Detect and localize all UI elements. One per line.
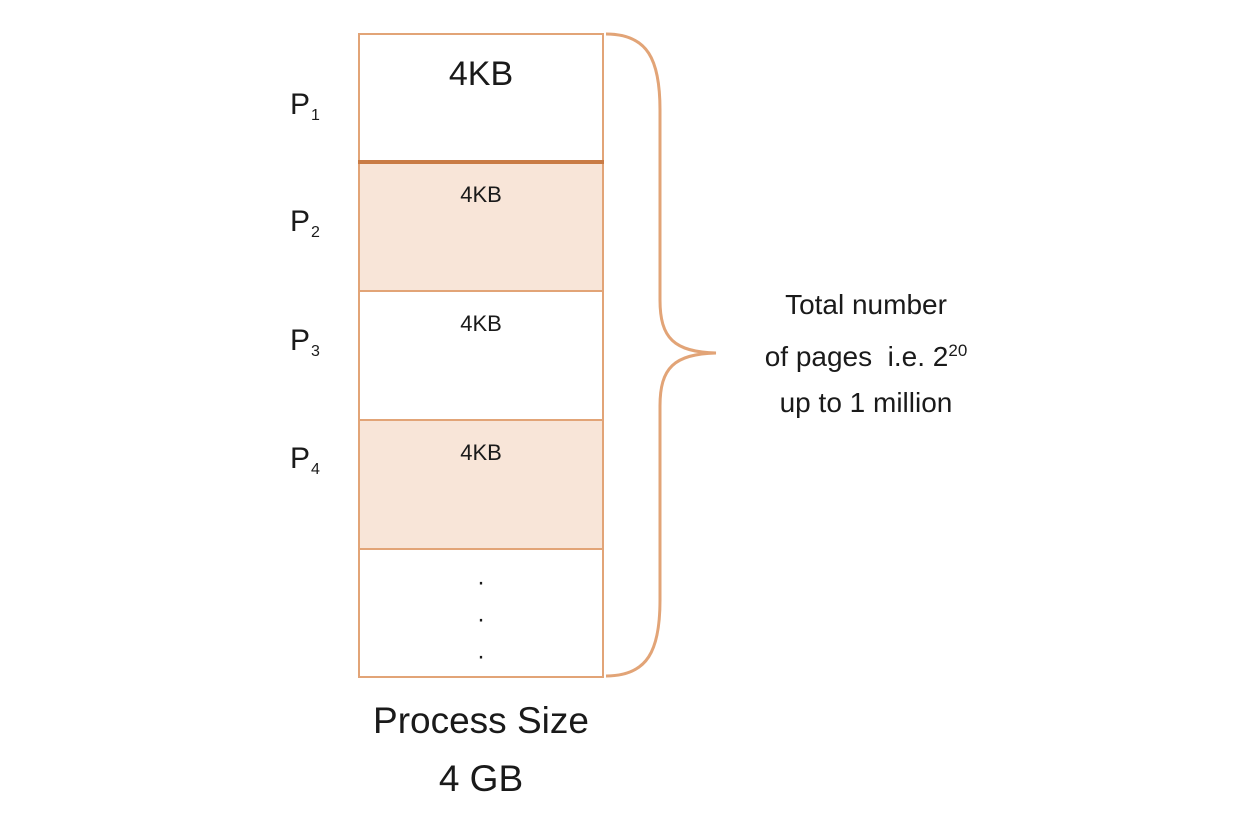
page-label-p4: P4 [290, 444, 320, 478]
ellipsis-dot: · [477, 643, 485, 670]
page-block-p3: 4KB [358, 291, 604, 420]
page-divider [358, 419, 604, 421]
page-size-p3: 4KB [460, 311, 502, 336]
annotation-line-1: Total number [785, 289, 947, 320]
page-label-letter: P [290, 205, 311, 238]
page-label-letter: P [290, 88, 311, 121]
annotation-line-3: up to 1 million [779, 387, 953, 418]
caption-size-value: 4 GB [438, 758, 524, 799]
page-label-subscript: 3 [311, 343, 320, 360]
ellipsis-dot: · [477, 569, 485, 596]
page-label-subscript: 2 [311, 224, 320, 241]
caption-process-size: Process Size [373, 700, 589, 741]
brace-path [605, 32, 717, 678]
page-label-subscript: 1 [311, 107, 320, 124]
page-label-subscript: 4 [311, 461, 320, 478]
page-block-p4: 4KB [358, 420, 604, 549]
page-size-p4: 4KB [460, 440, 502, 465]
annotation-line-2: of pages i.e. 220 [726, 328, 1006, 380]
page-divider [358, 290, 604, 292]
page-size-p1: 4KB [448, 55, 514, 93]
page-label-p3: P3 [290, 326, 320, 360]
page-block-p2: 4KB [358, 162, 604, 291]
page-divider [358, 160, 604, 164]
annotation-exponent: 20 [948, 341, 968, 360]
total-pages-annotation: Total number of pages i.e. 220 up to 1 m… [726, 282, 1006, 426]
page-size-p2: 4KB [460, 182, 502, 207]
page-block-p1: 4KB [358, 33, 604, 162]
ellipsis-dot: · [477, 606, 485, 633]
page-label-p1: P1 [290, 90, 320, 124]
page-label-letter: P [290, 324, 311, 357]
annotation-line-2-text: of pages i.e. 2 [764, 341, 949, 372]
process-frame [358, 33, 604, 678]
page-label-letter: P [290, 442, 311, 475]
page-divider [358, 548, 604, 550]
page-label-p2: P2 [290, 207, 320, 241]
